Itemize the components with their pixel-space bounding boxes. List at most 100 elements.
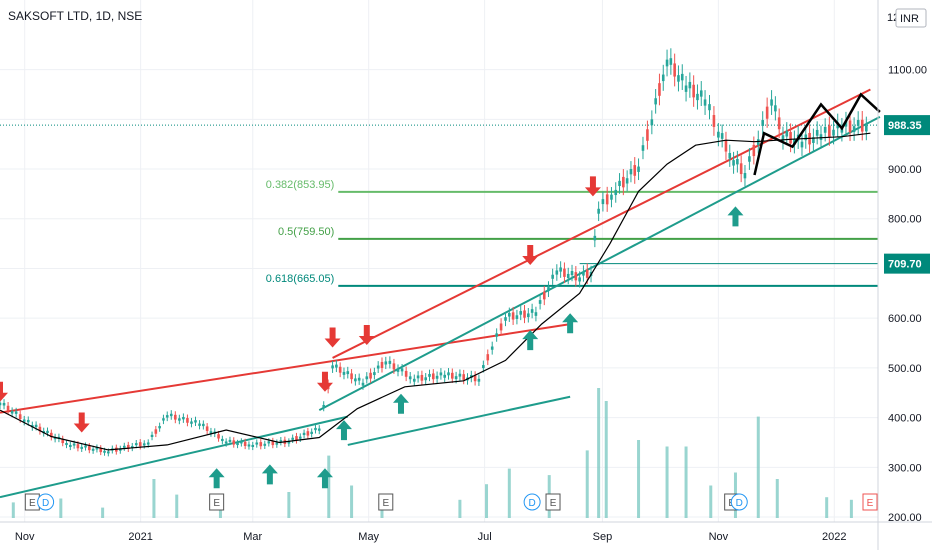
candle-body [774,105,777,112]
candle-body [298,436,302,439]
red-resistance-upper [332,88,871,359]
candle-body [495,333,498,337]
candle-body [416,375,420,379]
candle-body [629,169,633,175]
candle-body [118,448,122,451]
candle-body [559,267,562,272]
candle-body [696,93,699,101]
candle-body [22,419,26,422]
candle-body [126,444,130,449]
candle-body [486,354,490,361]
candle-body [582,271,585,276]
candle-body [99,448,103,453]
candle-body [178,418,181,421]
candle-body [804,134,808,141]
x-tick-label: Nov [15,531,35,543]
candle-body [380,361,384,369]
candle-body [732,160,735,166]
candle-body [335,364,338,368]
candle-body [322,404,326,408]
teal-support-upper [318,115,881,412]
y-tick-label: 600.00 [888,313,922,325]
currency-unit: INR [900,13,919,25]
earnings-marker [209,493,225,511]
event-label: E [213,498,220,509]
candle-body [633,165,637,176]
earnings-marker [862,493,878,511]
sell-arrow-icon [358,325,375,346]
trend-lines [0,88,881,499]
candle-body [354,378,357,382]
candle-body [314,427,317,431]
candle-body [458,373,462,377]
candle-body [209,431,213,434]
candle-body [646,129,649,141]
fib-level-label: 0.382(853.95) [266,179,335,191]
candle-body [150,434,154,437]
volume-bar [709,485,713,518]
candle-body [357,377,361,381]
candle-body [240,441,243,444]
candle-body [76,444,80,449]
candle-body [107,451,110,454]
currency-button[interactable] [895,8,927,28]
volume-bar [825,497,829,518]
sell-arrow-icon [522,244,539,265]
candle-body [482,365,485,369]
candle-body [295,436,298,441]
candle-body [228,439,232,442]
dividend-marker [523,493,541,511]
candle-body [860,119,864,132]
candle-body [530,309,534,313]
candle-body [26,419,30,423]
candle-body [527,313,530,318]
volume-bar [597,388,601,518]
candle-body [654,98,657,105]
teal-support-lower [0,415,349,499]
candle-body [523,310,526,318]
candle-body [2,402,6,406]
candle-body [217,434,220,439]
candle-body [585,269,589,278]
last-price-tag-bg [884,115,930,136]
volume-bar [101,507,105,518]
chart-title: SAKSOFT LTD, 1D, NSE [8,9,142,23]
candle-body [761,120,765,126]
y-tick-label: 200.00 [888,512,922,524]
candle-body [169,413,173,417]
candle-body [205,426,209,431]
candle-body [236,442,239,446]
candle-body [275,442,279,445]
buy-arrow-icon [316,468,333,489]
candle-body [190,421,193,424]
candle-body [712,115,716,127]
candle-body [677,75,680,82]
candle-body [310,431,313,434]
candle-body [504,317,507,321]
candle-body [198,423,201,426]
candle-body [477,378,481,382]
sell-arrow-icon [316,371,333,392]
candle-body [376,365,380,369]
candle-body [243,441,247,447]
volume-bar [152,479,156,518]
candle-body [828,125,831,138]
candle-body [221,438,224,442]
candle-body [765,106,769,119]
candle-body [267,441,271,444]
buy-arrow-icon [522,330,539,351]
candle-body [84,445,87,448]
x-tick-label: 2021 [128,531,152,543]
candle-body [122,445,126,448]
candle-body [279,440,283,443]
candle-body [18,414,22,420]
price-series [0,48,881,457]
candle-body [551,274,554,279]
candle-body [404,370,408,377]
signal-arrows [0,176,744,489]
candle-body [661,74,665,82]
last-price-tag: 988.35 [888,120,922,132]
candle-body [130,446,134,449]
